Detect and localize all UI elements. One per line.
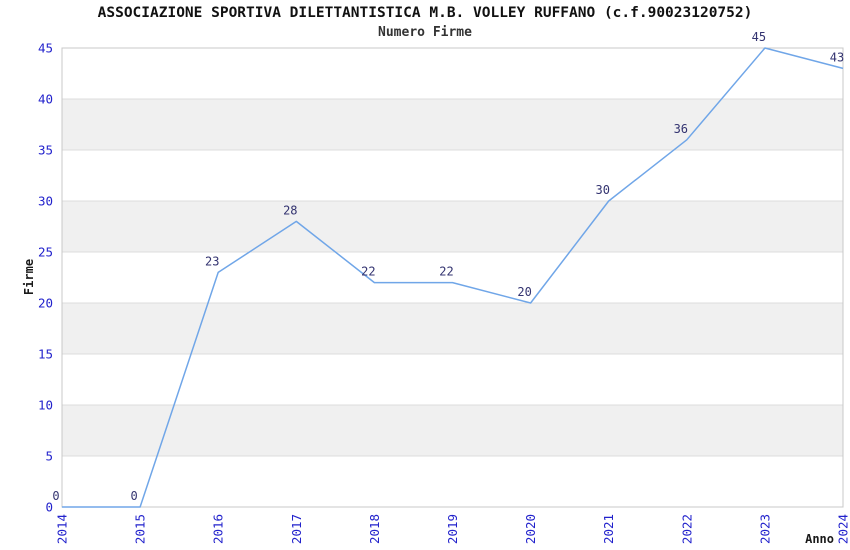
plot-band xyxy=(62,201,843,252)
data-label: 0 xyxy=(130,489,137,503)
y-tick-label: 45 xyxy=(38,41,53,56)
data-label: 28 xyxy=(283,203,297,217)
y-tick-label: 20 xyxy=(38,296,53,311)
data-label: 30 xyxy=(595,183,609,197)
x-tick-label: 2021 xyxy=(601,514,616,544)
y-tick-label: 0 xyxy=(45,500,53,515)
x-tick-label: 2024 xyxy=(836,514,850,544)
y-axis-title: Firme xyxy=(22,258,36,296)
data-label: 23 xyxy=(205,254,219,268)
x-tick-label: 2015 xyxy=(133,514,148,544)
x-tick-label: 2019 xyxy=(445,514,460,544)
data-label: 45 xyxy=(752,30,766,44)
y-tick-label: 5 xyxy=(45,449,53,464)
data-label: 20 xyxy=(517,285,531,299)
data-label: 36 xyxy=(674,122,688,136)
x-tick-label: 2014 xyxy=(55,514,70,544)
x-tick-label: 2016 xyxy=(211,514,226,544)
data-label: 22 xyxy=(439,265,453,279)
x-tick-label: 2017 xyxy=(289,514,304,544)
y-tick-label: 30 xyxy=(38,194,53,209)
y-tick-label: 35 xyxy=(38,143,53,158)
y-tick-label: 25 xyxy=(38,245,53,260)
y-tick-label: 15 xyxy=(38,347,53,362)
chart-title: ASSOCIAZIONE SPORTIVA DILETTANTISTICA M.… xyxy=(97,5,753,21)
plot-band xyxy=(62,303,843,354)
x-tick-label: 2023 xyxy=(757,514,772,544)
plot-band xyxy=(62,405,843,456)
y-tick-label: 10 xyxy=(38,398,53,413)
x-tick-label: 2018 xyxy=(367,514,382,544)
data-label: 22 xyxy=(361,265,375,279)
x-axis-title: Anno xyxy=(805,532,834,546)
y-tick-label: 40 xyxy=(38,92,53,107)
plot-border xyxy=(61,47,844,508)
data-label: 43 xyxy=(830,50,844,64)
plot-band xyxy=(62,99,843,150)
data-label: 0 xyxy=(52,489,59,503)
series-line xyxy=(62,47,844,508)
chart-subtitle: Numero Firme xyxy=(378,25,472,40)
x-tick-label: 2020 xyxy=(523,514,538,544)
x-tick-label: 2022 xyxy=(679,514,694,544)
